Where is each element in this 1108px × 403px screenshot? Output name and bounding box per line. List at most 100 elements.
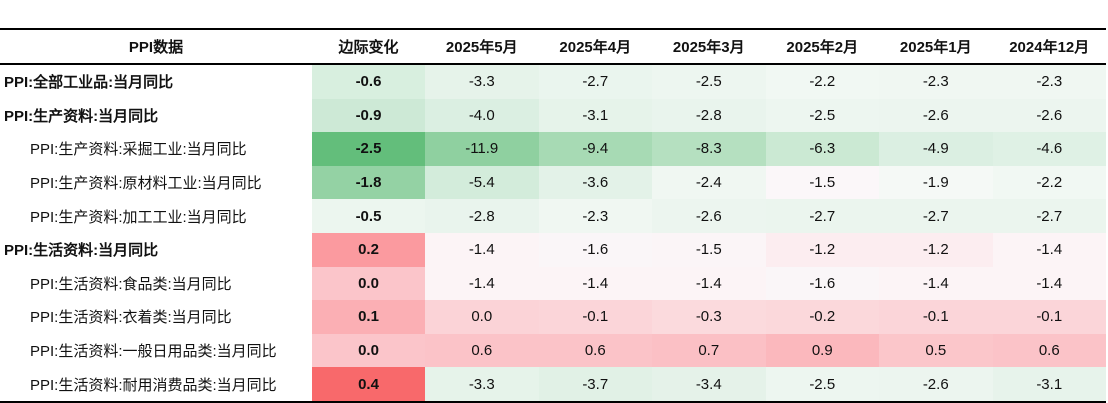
value-cell: -3.1	[538, 98, 652, 133]
table-row: PPI:生产资料:原材料工业:当月同比 -1.8 -5.4 -3.6 -2.4 -1.5-…	[0, 165, 1106, 200]
value-cell: -8.3	[652, 132, 766, 166]
marginal-change-cell: -0.6	[312, 64, 425, 99]
header-2025-04: 2025年4月	[538, 28, 652, 65]
value-cell: -2.6	[652, 199, 766, 233]
value-cell: 0.6	[425, 333, 539, 368]
header-ppi-data: PPI数据	[0, 28, 312, 65]
value-cell: -1.4	[652, 266, 766, 301]
value-cell: -3.3	[425, 64, 539, 99]
table-row: PPI:生产资料:采掘工业:当月同比 -2.5 -11.9 -9.4 -8.3 -6.3-…	[0, 132, 1106, 166]
value-cell: -2.7	[765, 199, 879, 233]
value-cell: -1.6	[765, 266, 879, 301]
value-cell: -1.2	[879, 232, 993, 267]
value-cell: -1.4	[992, 232, 1106, 267]
table-row: PPI:生活资料:衣着类:当月同比 0.1 0.0 -0.1 -0.3 -0.2 -0.1-…	[0, 300, 1106, 334]
value-cell: -3.1	[992, 367, 1106, 403]
value-cell: -4.0	[425, 98, 539, 133]
value-cell: -1.4	[538, 266, 652, 301]
value-cell: 0.0	[425, 300, 539, 334]
table-row: PPI:生活资料:一般日用品类:当月同比 0.0 0.6 0.6 0.7 0.9 0.5 0.…	[0, 333, 1106, 368]
value-cell: 0.6	[538, 333, 652, 368]
value-cell: -2.6	[879, 367, 993, 403]
value-cell: -2.5	[765, 98, 879, 133]
row-label: PPI:生产资料:原材料工业:当月同比	[30, 175, 262, 193]
table-row: PPI:生活资料:当月同比 0.2 -1.4 -1.6 -1.5 -1.2 -1.2 -1.4	[0, 232, 1106, 267]
value-cell: -1.2	[765, 232, 879, 267]
row-label: PPI:生活资料:食品类:当月同比	[30, 275, 232, 293]
marginal-change-cell: -0.9	[312, 98, 425, 133]
value-cell: -2.6	[879, 98, 993, 133]
table-row: PPI:生活资料:食品类:当月同比 0.0 -1.4 -1.4 -1.4 -1.6 -1.4…	[0, 266, 1106, 301]
value-cell: -0.1	[879, 300, 993, 334]
value-cell: -3.4	[652, 367, 766, 403]
table-row: PPI:生产资料:当月同比 -0.9 -4.0 -3.1 -2.8 -2.5 -2.6 -2.…	[0, 98, 1106, 133]
marginal-change-cell: -2.5	[312, 132, 425, 166]
value-cell: -2.7	[992, 199, 1106, 233]
row-label: PPI:生活资料:耐用消费品类:当月同比	[0, 367, 312, 403]
value-cell: -2.8	[425, 199, 539, 233]
value-cell: -1.4	[879, 266, 993, 301]
row-label: PPI:生产资料:当月同比	[4, 107, 159, 125]
value-cell: -2.6	[992, 98, 1106, 133]
row-label: PPI:全部工业品:当月同比	[4, 74, 174, 92]
value-cell: -2.3	[992, 64, 1106, 99]
header-2025-01: 2025年1月	[879, 28, 993, 65]
value-cell: -0.3	[652, 300, 766, 334]
header-2025-02: 2025年2月	[765, 28, 879, 65]
marginal-change-cell: 0.2	[312, 232, 425, 267]
value-cell: -3.7	[538, 367, 652, 403]
value-cell: -1.9	[879, 165, 993, 200]
value-cell: -5.4	[425, 165, 539, 200]
value-cell: -1.4	[992, 266, 1106, 301]
row-label: PPI:生产资料:采掘工业:当月同比	[30, 141, 247, 159]
row-label: PPI:生活资料:一般日用品类:当月同比	[30, 343, 277, 361]
header-2025-05: 2025年5月	[425, 28, 539, 65]
value-cell: -1.5	[652, 232, 766, 267]
value-cell: -2.8	[652, 98, 766, 133]
value-cell: -2.3	[538, 199, 652, 233]
header-2025-03: 2025年3月	[652, 28, 766, 65]
table-body: PPI:全部工业品:当月同比 -0.6 -3.3 -2.7 -2.5 -2.2 -2.3 -2…	[0, 64, 1106, 403]
value-cell: -9.4	[538, 132, 652, 166]
marginal-change-cell: 0.4	[312, 367, 425, 403]
marginal-change-cell: 0.0	[312, 333, 425, 368]
value-cell: 0.5	[879, 333, 993, 368]
table-row: PPI:生活资料:耐用消费品类:当月同比 0.4 -3.3 -3.7 -3.4 -2.5-…	[0, 367, 1106, 403]
value-cell: -2.7	[879, 199, 993, 233]
value-cell: -2.5	[765, 367, 879, 403]
value-cell: -0.1	[538, 300, 652, 334]
value-cell: -4.9	[879, 132, 993, 166]
value-cell: -4.6	[992, 132, 1106, 166]
value-cell: -1.6	[538, 232, 652, 267]
header-2024-12: 2024年12月	[992, 28, 1106, 65]
value-cell: -3.3	[425, 367, 539, 403]
marginal-change-cell: -1.8	[312, 165, 425, 200]
value-cell: -0.1	[992, 300, 1106, 334]
header-marginal-change: 边际变化	[312, 28, 425, 65]
table-row: PPI:生产资料:加工工业:当月同比 -0.5 -2.8 -2.3 -2.6 -2.7 -2…	[0, 199, 1106, 233]
table-row: PPI:全部工业品:当月同比 -0.6 -3.3 -2.7 -2.5 -2.2 -2.3 -2…	[0, 64, 1106, 99]
value-cell: 0.7	[652, 333, 766, 368]
value-cell: -2.4	[652, 165, 766, 200]
row-label: PPI:生产资料:加工工业:当月同比	[30, 208, 247, 226]
row-label: PPI:生活资料:当月同比	[4, 242, 159, 260]
value-cell: -1.4	[425, 266, 539, 301]
header-row: PPI数据 边际变化 2025年5月 2025年4月 2025年3月 2025年…	[0, 28, 1106, 65]
marginal-change-cell: 0.0	[312, 266, 425, 301]
value-cell: -2.3	[879, 64, 993, 99]
value-cell: -0.2	[765, 300, 879, 334]
row-label: PPI:生活资料:衣着类:当月同比	[30, 309, 232, 327]
marginal-change-cell: 0.1	[312, 300, 425, 334]
value-cell: -11.9	[425, 132, 539, 166]
value-cell: -1.5	[765, 165, 879, 200]
value-cell: -3.6	[538, 165, 652, 200]
value-cell: -2.5	[652, 64, 766, 99]
value-cell: 0.6	[992, 333, 1106, 368]
value-cell: -2.7	[538, 64, 652, 99]
value-cell: 0.9	[765, 333, 879, 368]
value-cell: -2.2	[765, 64, 879, 99]
value-cell: -1.4	[425, 232, 539, 267]
value-cell: -2.2	[992, 165, 1106, 200]
ppi-data-table: PPI数据 边际变化 2025年5月 2025年4月 2025年3月 2025年…	[0, 28, 1106, 403]
